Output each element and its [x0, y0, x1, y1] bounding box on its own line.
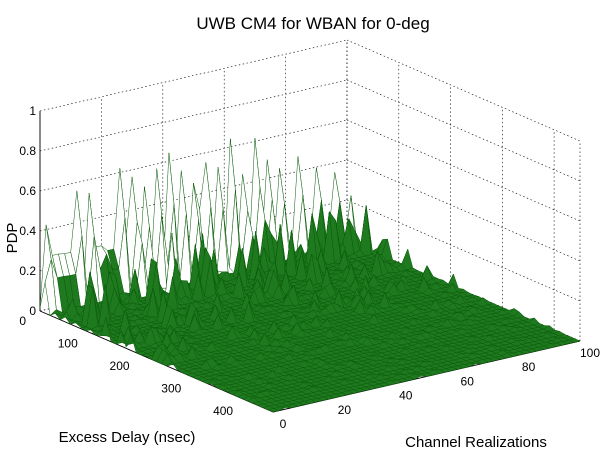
- y-tick-label: 40: [399, 389, 413, 403]
- z-tick-label: 1: [29, 104, 36, 118]
- y-tick-label: 60: [461, 374, 475, 388]
- y-axis-label: Channel Realizations: [405, 434, 547, 451]
- y-tick-label: 80: [522, 360, 536, 374]
- z-tick-label: 0.8: [19, 144, 36, 158]
- z-axis-label: PDP: [4, 223, 21, 254]
- axis-ticks: 0 0.2 0.4 0.6 0.8 1 0 100 200 300 400 0 20 40 60 80 100: [19, 104, 600, 431]
- x-tick-label: 300: [161, 381, 181, 395]
- grid-line: [346, 39, 581, 142]
- y-tick-label: 0: [280, 417, 287, 431]
- y-tick-label: 100: [580, 346, 600, 360]
- surface-cell: [267, 408, 280, 413]
- pdp-surface: [39, 138, 581, 413]
- x-axis-label: Excess Delay (nsec): [59, 429, 196, 446]
- z-tick-label: 0.6: [19, 184, 36, 198]
- grid-line: [39, 119, 348, 192]
- z-tick-label: 0.2: [19, 264, 36, 278]
- y-tick-label: 20: [338, 403, 352, 417]
- x-tick-label: 400: [213, 404, 233, 418]
- grid-line: [39, 39, 348, 112]
- chart-title: UWB CM4 for WBAN for 0-deg: [196, 14, 429, 33]
- grid-line: [346, 119, 581, 222]
- x-tick-label: 0: [19, 314, 26, 328]
- z-tick-label: 0.4: [19, 224, 36, 238]
- x-tick-label: 200: [110, 359, 130, 373]
- grid-line: [346, 79, 581, 182]
- grid-line: [39, 79, 348, 152]
- x-tick-label: 100: [58, 336, 78, 350]
- z-tick-label: 0: [29, 304, 36, 318]
